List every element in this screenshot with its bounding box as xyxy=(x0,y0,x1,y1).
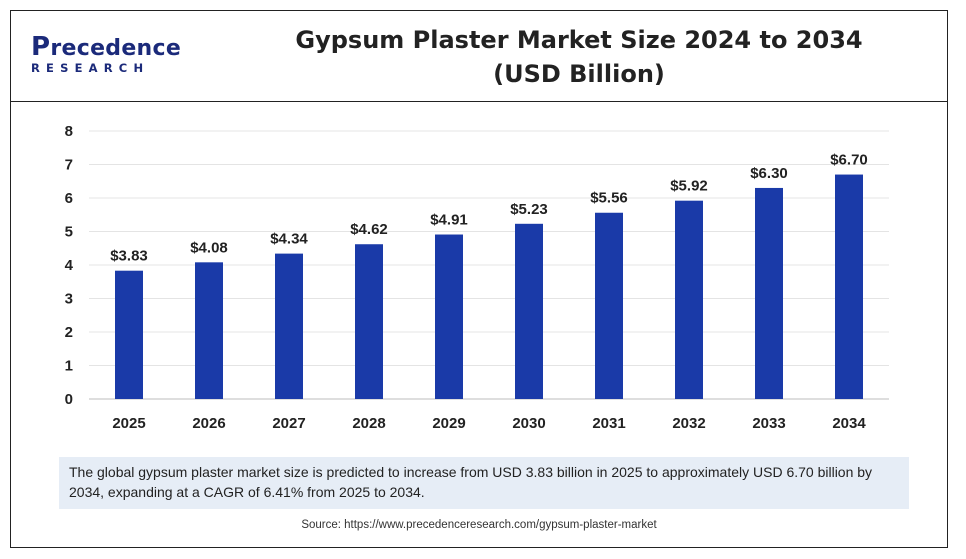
data-label: $4.34 xyxy=(270,231,308,248)
y-tick-label: 1 xyxy=(65,358,73,375)
summary-note: The global gypsum plaster market size is… xyxy=(59,457,909,509)
y-tick-label: 0 xyxy=(65,391,73,408)
title-line-1: Gypsum Plaster Market Size 2024 to 2034 xyxy=(295,26,863,54)
data-label: $6.70 xyxy=(830,152,868,169)
y-tick-label: 8 xyxy=(65,123,73,140)
x-tick-label: 2031 xyxy=(592,415,625,432)
logo-main-text: recedence xyxy=(50,36,182,61)
bar xyxy=(755,187,783,399)
y-tick-label: 6 xyxy=(65,190,73,207)
data-label: $6.30 xyxy=(750,165,788,182)
bar xyxy=(515,223,543,399)
x-tick-label: 2026 xyxy=(192,415,225,432)
logo-initial: P xyxy=(31,32,51,62)
data-label: $5.56 xyxy=(590,190,628,207)
bar xyxy=(275,253,303,399)
bar xyxy=(115,270,143,399)
y-tick-label: 7 xyxy=(65,157,73,174)
x-tick-label: 2025 xyxy=(112,415,145,432)
y-tick-label: 2 xyxy=(65,324,73,341)
bar xyxy=(675,200,703,399)
chart-title: Gypsum Plaster Market Size 2024 to 2034 … xyxy=(221,23,937,91)
bar-chart: 0 1 2 3 4 5 6 7 8 $3.83 2025 $4.08 2026 $4.34 2027 $4.6… xyxy=(65,123,889,432)
y-tick-label: 3 xyxy=(65,291,73,308)
data-label: $5.92 xyxy=(670,178,708,195)
data-label: $4.08 xyxy=(190,239,228,256)
x-tick-label: 2033 xyxy=(752,415,785,432)
x-tick-label: 2030 xyxy=(512,415,545,432)
data-label: $5.23 xyxy=(510,201,548,218)
x-tick-label: 2034 xyxy=(832,415,866,432)
y-tick-label: 4 xyxy=(65,257,74,274)
header: Precedence RESEARCH Gypsum Plaster Marke… xyxy=(11,11,947,102)
bar xyxy=(195,262,223,399)
logo-sub-text: RESEARCH xyxy=(31,61,150,75)
chart-frame: Precedence RESEARCH Gypsum Plaster Marke… xyxy=(10,10,948,548)
bar xyxy=(595,212,623,399)
logo: Precedence RESEARCH xyxy=(31,32,182,75)
x-tick-label: 2028 xyxy=(352,415,385,432)
x-tick-label: 2027 xyxy=(272,415,305,432)
title-line-2: (USD Billion) xyxy=(493,60,665,88)
source-text: Source: https://www.precedenceresearch.c… xyxy=(301,519,657,531)
bar xyxy=(435,234,463,399)
y-tick-label: 5 xyxy=(65,224,73,241)
x-tick-label: 2032 xyxy=(672,415,705,432)
bar xyxy=(835,174,863,399)
bar xyxy=(355,244,383,399)
data-label: $3.83 xyxy=(110,248,148,265)
data-label: $4.91 xyxy=(430,212,468,229)
data-label: $4.62 xyxy=(350,221,388,238)
x-tick-label: 2029 xyxy=(432,415,465,432)
